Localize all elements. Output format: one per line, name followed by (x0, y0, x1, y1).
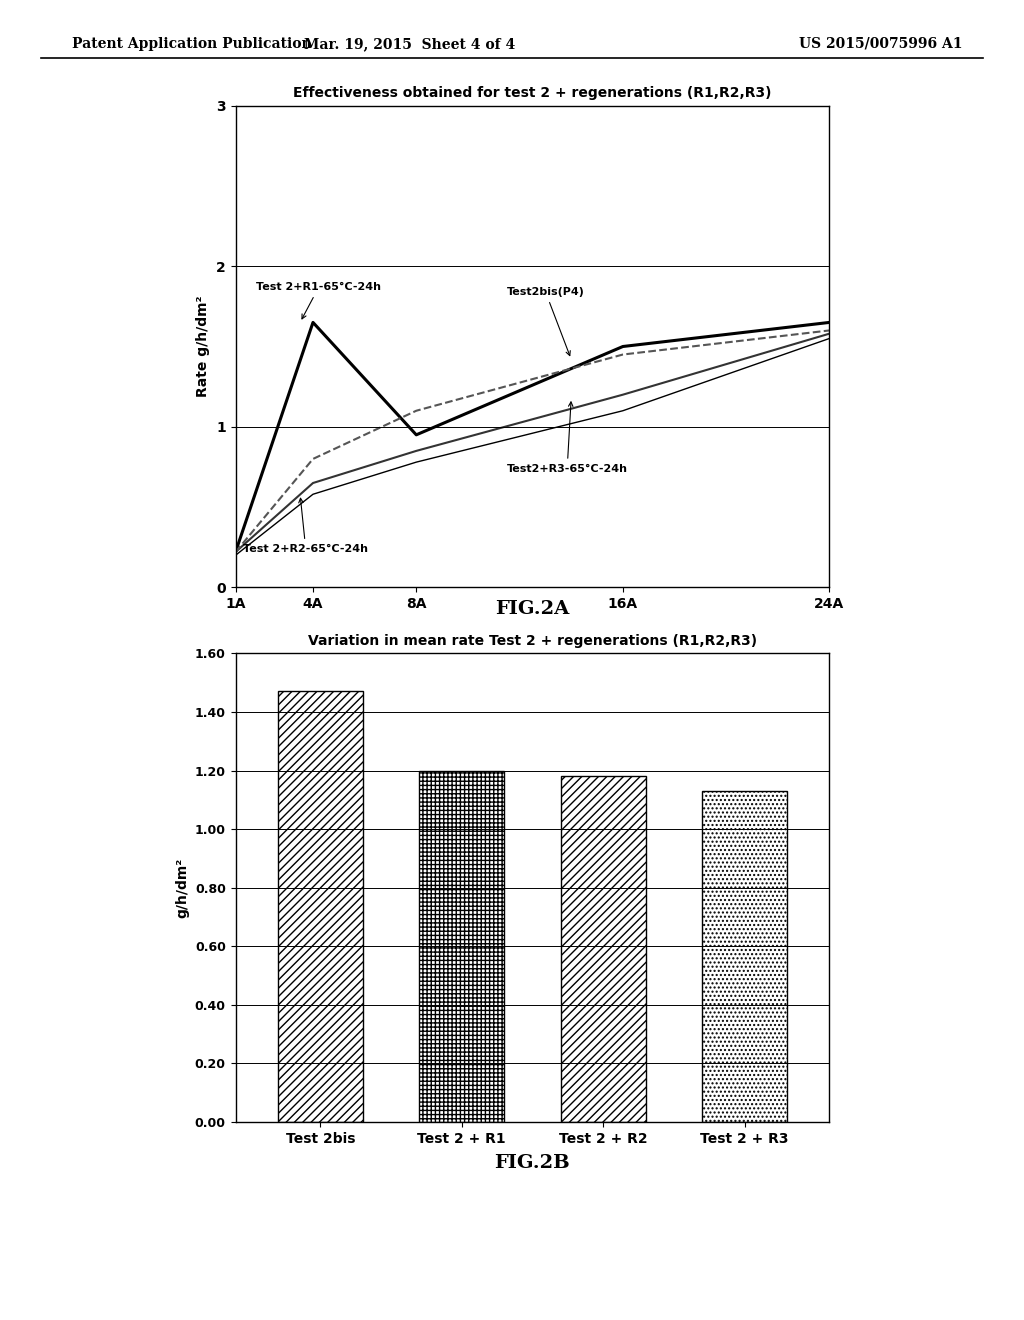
Text: Patent Application Publication: Patent Application Publication (72, 37, 311, 51)
Y-axis label: g/h/dm²: g/h/dm² (175, 858, 189, 917)
Bar (702, 791, 787, 1122)
Text: Test 2+R2-65°C-24h: Test 2+R2-65°C-24h (244, 498, 369, 554)
Y-axis label: Rate g/h/dm²: Rate g/h/dm² (197, 296, 211, 397)
Bar (561, 776, 645, 1122)
Text: FIG.2B: FIG.2B (495, 1154, 570, 1172)
Text: Mar. 19, 2015  Sheet 4 of 4: Mar. 19, 2015 Sheet 4 of 4 (304, 37, 515, 51)
Text: US 2015/0075996 A1: US 2015/0075996 A1 (799, 37, 963, 51)
Text: Test 2+R1-65°C-24h: Test 2+R1-65°C-24h (256, 282, 381, 319)
Title: Variation in mean rate Test 2 + regenerations (R1,R2,R3): Variation in mean rate Test 2 + regenera… (308, 634, 757, 648)
Text: Test2bis(P4): Test2bis(P4) (507, 288, 585, 355)
Bar (420, 771, 504, 1122)
Bar (278, 692, 362, 1122)
Text: FIG.2A: FIG.2A (496, 599, 569, 618)
Title: Effectiveness obtained for test 2 + regenerations (R1,R2,R3): Effectiveness obtained for test 2 + rege… (293, 86, 772, 100)
Text: Test2+R3-65°C-24h: Test2+R3-65°C-24h (507, 401, 628, 474)
